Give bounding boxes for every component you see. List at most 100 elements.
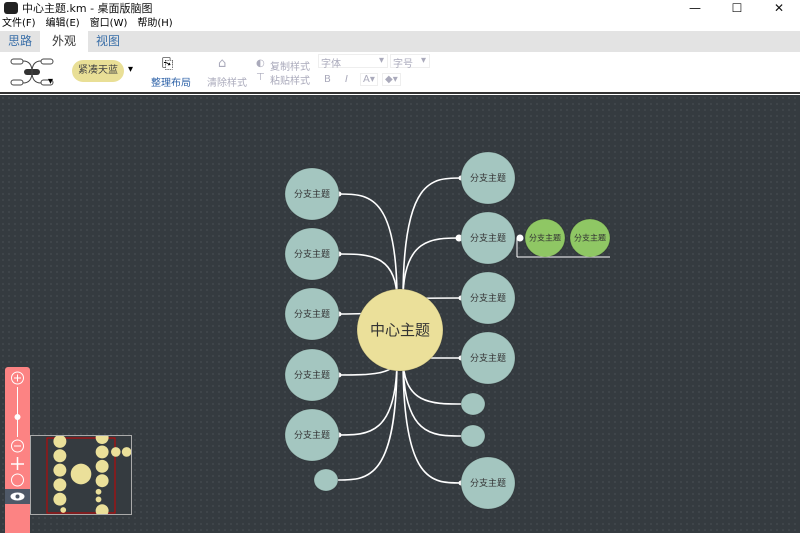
branch-node[interactable]: 分支主题 [460,211,516,265]
node-label: 分支主题 [294,369,330,381]
window-title: 中心主题.km - 桌面版脑图 [22,2,153,15]
branch-node[interactable]: 分支主题 [284,348,340,402]
minimap-node [53,434,67,448]
font-size-value: 字号 [393,59,413,70]
close-button[interactable]: ✕ [773,1,785,15]
node-label: 分支主题 [470,232,506,244]
zoom-in-button[interactable] [11,371,24,385]
template-layout-icon[interactable] [8,56,58,88]
menu-help[interactable]: 帮助(H) [137,18,173,29]
toolbar: ▾ 紧凑天蓝 ▾ ⎘ 整理布局 ⌂ 清除样式 ◐ 复制样式 ⊤ 粘贴样式 字体 ▾… [0,52,800,94]
font-color-button[interactable]: A▾ [360,73,378,86]
paste-style-button[interactable]: 粘贴样式 [270,76,310,87]
node-label: 分支主题 [529,233,561,243]
branch-node[interactable]: 分支主题 [284,167,340,221]
branch-node[interactable]: 分支主题 [460,151,516,205]
menu-file[interactable]: 文件(F) [2,18,36,29]
minimap-node [53,478,67,492]
font-family-select[interactable]: 字体 ▾ [318,54,388,70]
theme-button[interactable]: 紧凑天蓝 [72,60,124,82]
minimap-node [95,459,109,473]
app-logo-icon [4,2,18,14]
clear-style-button[interactable]: 清除样式 [207,78,247,89]
minimap-navigator[interactable] [30,431,132,518]
expander-button[interactable] [455,234,463,242]
title-bar: 中心主题.km - 桌面版脑图 — ☐ ✕ [0,0,800,16]
minimap-node [95,431,109,444]
node-label: 分支主题 [294,308,330,320]
branch-node[interactable]: 分支主题 [284,287,340,341]
maximize-button[interactable]: ☐ [731,1,743,15]
connector-line [337,357,398,481]
branch-node[interactable]: 分支主题 [284,227,340,281]
minimap-node [95,474,109,488]
tab-idea[interactable]: 思路 [8,34,33,48]
leaf-node[interactable]: 分支主题 [569,218,611,258]
mind-map-canvas[interactable]: 中心主题 分支主题 分支主题 分支主题 分支主题 分支主题 分支主题 分支主题 分支主题 分支主题… [0,95,800,533]
node-label: 分支主题 [294,429,330,441]
background-color-button[interactable]: ◆▾ [382,73,401,86]
minimize-button[interactable]: — [689,1,701,15]
minimap-node [53,492,67,506]
paste-style-icon: ⊤ [256,72,265,83]
zoom-controls [5,367,30,533]
branch-node[interactable]: 分支主题 [460,271,516,325]
menu-bar: 文件(F) 编辑(E) 窗口(W) 帮助(H) [0,16,800,31]
minimap-node [53,449,67,463]
branch-node[interactable] [313,468,339,492]
menu-window[interactable]: 窗口(W) [89,18,128,29]
branch-node[interactable]: 分支主题 [460,456,516,510]
minimap-node [121,447,132,457]
minimap-node [70,463,92,485]
font-color-label: A [363,74,370,85]
copy-style-icon: ◐ [256,58,265,69]
font-size-select[interactable]: 字号 ▾ [390,54,430,70]
root-node[interactable]: 中心主题 [356,288,444,372]
minimap-node [95,496,102,503]
locate-root-icon[interactable] [11,473,24,487]
ribbon-tabs: 思路 外观 视图 [0,31,800,52]
tab-appearance[interactable]: 外观 [40,31,89,52]
template-dropdown-icon[interactable]: ▾ [48,76,54,87]
viewport-frame[interactable] [46,437,116,514]
mind-map: 中心主题分支主题分支主题分支主题分支主题分支主题分支主题分支主题分支主题分支主题… [284,151,611,510]
node-label: 分支主题 [574,233,606,243]
arrange-layout-button[interactable]: 整理布局 [151,78,191,89]
subbranch-line [516,238,610,258]
chevron-down-icon: ▾ [378,55,384,66]
font-family-value: 字体 [321,59,341,70]
paint-bucket-icon: ◆ [385,74,393,85]
branch-node[interactable]: 分支主题 [460,331,516,385]
connector-line [402,357,462,484]
connector-line [338,193,398,301]
connector-line [338,253,398,301]
branch-node[interactable] [460,392,486,416]
italic-button[interactable]: I [345,74,348,85]
minimap-node [95,488,102,495]
leaf-node[interactable]: 分支主题 [524,218,566,258]
tab-view[interactable]: 视图 [96,34,121,48]
clear-style-icon: ⌂ [218,56,227,71]
branch-node[interactable] [460,424,486,448]
branch-node[interactable]: 分支主题 [284,408,340,462]
minimap-node [95,445,109,459]
expander-button[interactable] [516,234,524,242]
node-label: 分支主题 [294,248,330,260]
theme-dropdown-icon[interactable]: ▾ [128,64,134,75]
move-icon[interactable] [11,457,24,470]
node-label: 分支主题 [470,172,506,184]
minimap-node [111,447,121,457]
menu-edit[interactable]: 编辑(E) [45,18,80,29]
arrange-layout-icon: ⎘ [162,56,174,72]
zoom-out-button[interactable] [11,439,24,453]
node-label: 分支主题 [294,188,330,200]
zoom-slider-handle[interactable] [14,414,21,420]
node-label: 分支主题 [470,352,506,364]
connector-line [402,237,462,301]
minimap-node [60,507,67,513]
minimap-node [53,463,67,477]
connector-line [402,177,462,301]
copy-style-button[interactable]: 复制样式 [270,62,310,73]
bold-button[interactable]: B [324,74,331,85]
minimap-node [95,504,109,518]
